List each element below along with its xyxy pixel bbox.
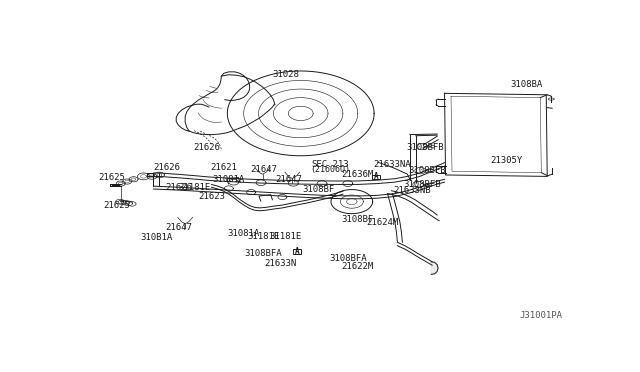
Text: 3108BFB: 3108BFB bbox=[408, 166, 446, 175]
Text: 3108BF: 3108BF bbox=[342, 215, 374, 224]
Text: 3108BFA: 3108BFA bbox=[244, 249, 282, 258]
Text: 21636M: 21636M bbox=[342, 170, 374, 179]
Text: 21647: 21647 bbox=[166, 224, 193, 232]
Text: 310B1A: 310B1A bbox=[141, 234, 173, 243]
Text: 3108BFA: 3108BFA bbox=[329, 254, 367, 263]
Text: 21626: 21626 bbox=[154, 163, 180, 172]
Text: 3108BF: 3108BF bbox=[302, 185, 334, 194]
Text: 21625: 21625 bbox=[104, 201, 131, 209]
Text: 21647: 21647 bbox=[275, 175, 301, 184]
Text: 3108BFB: 3108BFB bbox=[406, 143, 444, 152]
Text: SEC.213: SEC.213 bbox=[312, 160, 349, 169]
Text: 3108BFB: 3108BFB bbox=[403, 180, 441, 189]
Text: 21647: 21647 bbox=[250, 165, 277, 174]
Text: 31181E: 31181E bbox=[178, 183, 210, 192]
Text: 31081A: 31081A bbox=[228, 229, 260, 238]
Text: 31028: 31028 bbox=[273, 70, 300, 79]
Text: 21626: 21626 bbox=[166, 183, 193, 192]
Text: 21624M: 21624M bbox=[367, 218, 399, 227]
Text: 21622M: 21622M bbox=[342, 262, 374, 271]
Text: 21305Y: 21305Y bbox=[490, 156, 523, 165]
Text: (21606Q): (21606Q) bbox=[310, 165, 351, 174]
Text: 31081A: 31081A bbox=[212, 175, 245, 184]
FancyBboxPatch shape bbox=[372, 175, 380, 179]
Text: 3108BA: 3108BA bbox=[510, 80, 543, 89]
Polygon shape bbox=[431, 262, 438, 275]
Text: 21633N: 21633N bbox=[265, 259, 297, 268]
Text: 31181E: 31181E bbox=[248, 232, 280, 241]
Text: 21625: 21625 bbox=[99, 173, 125, 182]
Text: A: A bbox=[374, 173, 378, 182]
Text: J31001PA: J31001PA bbox=[520, 311, 563, 320]
Text: 31181E: 31181E bbox=[269, 232, 302, 241]
Text: 21623: 21623 bbox=[198, 192, 225, 201]
FancyBboxPatch shape bbox=[293, 249, 301, 254]
Text: 21633NB: 21633NB bbox=[394, 186, 431, 195]
Text: 21621: 21621 bbox=[211, 163, 237, 172]
Text: 21633NA: 21633NA bbox=[374, 160, 412, 169]
Text: A: A bbox=[295, 247, 300, 256]
Text: 21626: 21626 bbox=[193, 143, 220, 152]
